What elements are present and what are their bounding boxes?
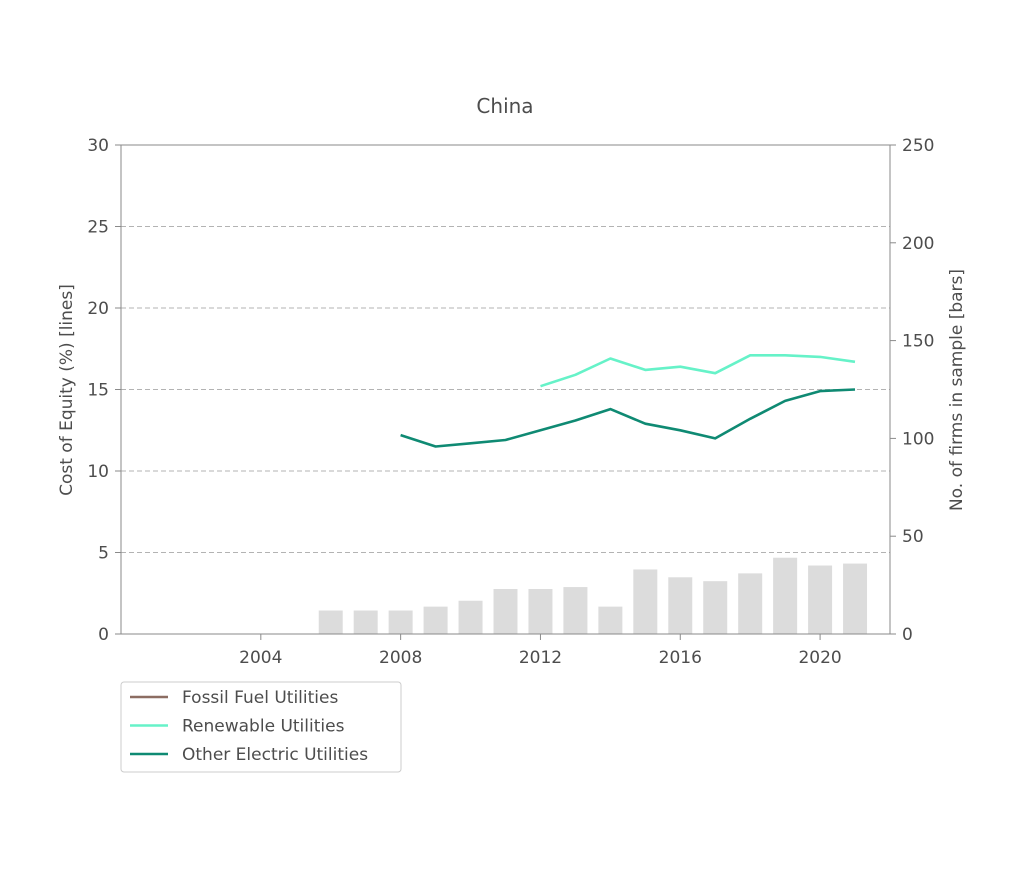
bar <box>843 563 868 634</box>
x-tick-label: 2004 <box>239 648 282 668</box>
legend-label: Renewable Utilities <box>182 717 345 737</box>
bar <box>318 610 343 634</box>
y2-tick-label: 250 <box>902 136 934 156</box>
legend-label: Fossil Fuel Utilities <box>182 688 338 708</box>
y-axis-label-right: No. of firms in sample [bars] <box>947 269 967 511</box>
y-tick-label: 10 <box>87 462 109 482</box>
y-tick-label: 20 <box>87 299 109 319</box>
bar-layer <box>318 557 868 634</box>
bar <box>668 577 693 634</box>
line-layer <box>400 354 856 448</box>
x-tick-label: 2012 <box>519 648 562 668</box>
y2-tick-label: 100 <box>902 429 934 449</box>
x-tick-label: 2016 <box>659 648 702 668</box>
bar <box>528 589 553 634</box>
y2-tick-label: 150 <box>902 332 934 352</box>
axis-layer: 0 5 10 15 20 25 30 0 50 100 150 200 250 2004 2008 2012 2… <box>87 136 934 668</box>
series-line <box>400 388 856 448</box>
x-tick-label: 2020 <box>798 648 841 668</box>
y-tick-label: 15 <box>87 381 109 401</box>
bar <box>738 573 763 634</box>
bar <box>808 565 833 634</box>
bar <box>458 600 483 634</box>
bar <box>703 581 728 634</box>
chart-title: China <box>476 94 533 118</box>
series-line <box>540 354 856 388</box>
legend-frame <box>120 681 402 773</box>
y2-tick-label: 200 <box>902 234 934 254</box>
y-tick-label: 5 <box>98 544 109 564</box>
y2-tick-label: 0 <box>902 625 913 645</box>
bar <box>773 557 798 634</box>
bar <box>633 569 658 634</box>
bar <box>563 587 588 634</box>
bar <box>423 606 448 634</box>
y-tick-label: 25 <box>87 218 109 238</box>
y2-tick-label: 50 <box>902 527 924 547</box>
grid-layer <box>121 226 890 553</box>
bar <box>598 606 623 634</box>
legend-label: Other Electric Utilities <box>182 745 368 765</box>
bar <box>493 589 518 634</box>
legend: Fossil Fuel Utilities Renewable Utilities… <box>120 681 402 773</box>
y-tick-label: 30 <box>87 136 109 156</box>
bar <box>353 610 378 634</box>
x-tick-label: 2008 <box>379 648 422 668</box>
y-tick-label: 0 <box>98 625 109 645</box>
bar <box>388 610 413 634</box>
y-axis-label-left: Cost of Equity (%) [lines] <box>57 284 77 496</box>
